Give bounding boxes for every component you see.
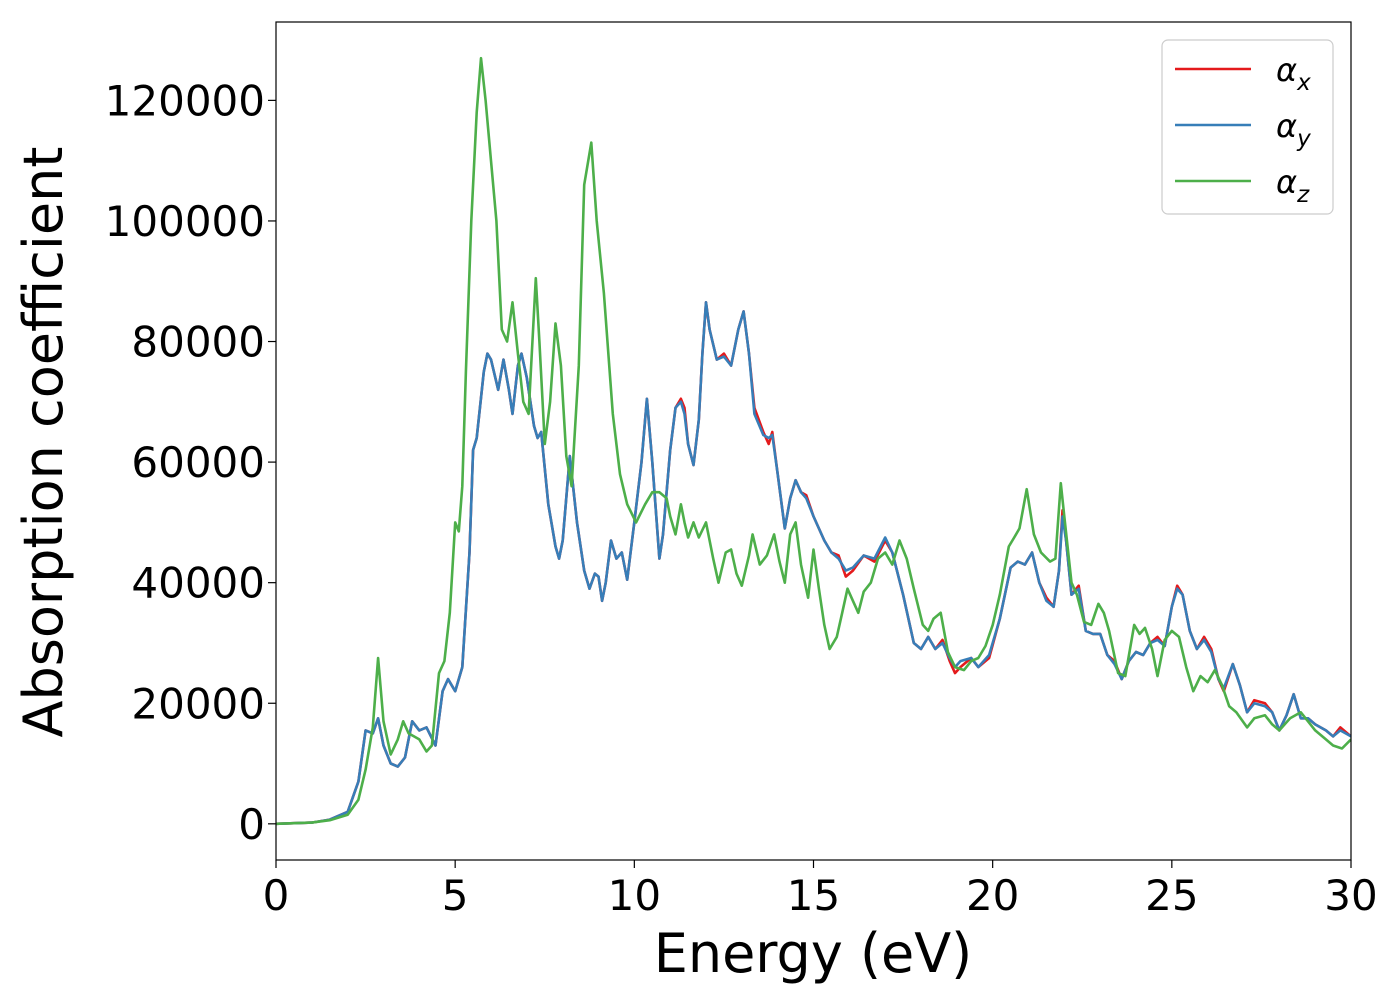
x-axis-title: Energy (eV): [654, 922, 973, 985]
y-tick-label: 60000: [131, 438, 265, 487]
y-axis: 0 20000 40000 60000 80000 100000 120000: [105, 76, 276, 849]
y-tick-label: 120000: [105, 76, 265, 125]
x-tick-label: 20: [966, 871, 1019, 920]
series-layer: [276, 56, 1351, 826]
y-tick-label: 80000: [131, 318, 265, 367]
x-tick-label: 0: [263, 871, 290, 920]
x-tick-label: 25: [1145, 871, 1198, 920]
legend-label-x: αx: [1276, 51, 1311, 96]
x-tick-label: 15: [787, 871, 840, 920]
x-tick-label: 30: [1324, 871, 1377, 920]
series-line-y: [276, 301, 1351, 826]
y-tick-label: 100000: [105, 197, 265, 246]
y-tick-label: 40000: [131, 559, 265, 608]
y-tick-label: 0: [238, 800, 265, 849]
legend-label-y: αy: [1276, 107, 1311, 152]
legend-label-z: αz: [1276, 163, 1310, 208]
legend-box: [1161, 39, 1334, 215]
legend: αx αy αz: [1161, 39, 1334, 215]
y-tick-label: 20000: [131, 679, 265, 728]
series-line-z: [276, 56, 1351, 826]
x-axis: 0 5 10 15 20 25 30: [263, 860, 1378, 920]
y-axis-title: Absorption coefficient: [12, 147, 75, 738]
x-tick-label: 5: [442, 871, 469, 920]
x-tick-label: 10: [608, 871, 661, 920]
